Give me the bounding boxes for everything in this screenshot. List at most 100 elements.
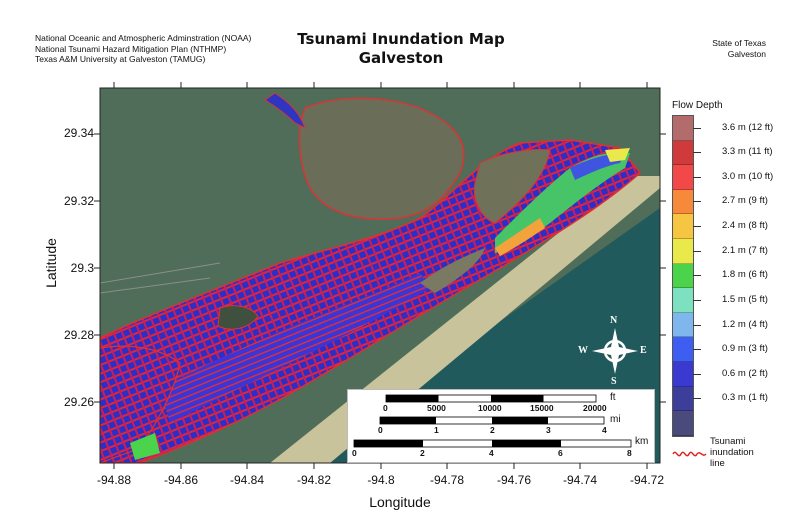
legend-swatch (673, 214, 693, 240)
legend-level-label: 0.9 m (3 ft) (722, 343, 768, 355)
x-tick-label: -94.84 (229, 473, 265, 487)
legend-swatch (673, 362, 693, 387)
scale-ft-label: 20000 (583, 403, 607, 413)
legend-swatch (673, 189, 693, 215)
scale-bar-km (353, 439, 632, 448)
flow-depth-colorbar (672, 115, 694, 437)
x-tick-label: -94.88 (96, 473, 132, 487)
x-axis-label: Longitude (369, 494, 431, 510)
legend-level-label: 2.1 m (7 ft) (722, 244, 768, 256)
legend-swatch (673, 239, 693, 264)
x-tick-label: -94.72 (629, 473, 665, 487)
scale-mi-label: 2 (490, 425, 495, 435)
scale-km-label: 8 (627, 448, 632, 458)
legend-level-label: 0.6 m (2 ft) (722, 367, 768, 379)
x-tick-label: -94.74 (562, 473, 598, 487)
location-city: Galveston (727, 48, 766, 59)
legend-level-label: 3.3 m (11 ft) (722, 146, 773, 158)
legend-tick (693, 250, 701, 252)
legend-swatch (673, 411, 693, 436)
scale-ft-label: 15000 (530, 403, 554, 413)
scale-bar-ft (385, 394, 597, 403)
legend-swatch (673, 140, 693, 166)
legend-level-label: 1.2 m (4 ft) (722, 318, 768, 330)
inundation-map[interactable] (100, 88, 660, 463)
scale-ft-label: 10000 (478, 403, 502, 413)
scale-ft-label: 5000 (427, 403, 446, 413)
east-end-flow-yellow (605, 148, 630, 162)
legend-tick (693, 398, 701, 400)
x-tick-label: -94.8 (367, 473, 395, 487)
legend-level-label: 1.5 m (5 ft) (722, 293, 768, 305)
legend-tick (693, 226, 701, 228)
legend-swatch (673, 337, 693, 363)
legend-level-label: 2.7 m (9 ft) (722, 195, 768, 207)
legend-tick (693, 324, 701, 326)
y-tick-label: 29.34 (63, 126, 94, 140)
legend-level-label: 3.6 m (12 ft) (722, 121, 774, 133)
scale-ft-unit: ft (610, 392, 616, 403)
legend-level-label: 2.4 m (8 ft) (722, 220, 768, 232)
credit-line-nthmp: National Tsunami Hazard Mitigation Plan … (35, 43, 227, 54)
x-tick-label: -94.82 (296, 473, 332, 487)
legend-tick (693, 299, 701, 301)
east-end-flow-orange (495, 218, 545, 256)
y-tick-label: 29.26 (63, 395, 94, 409)
scale-ft-label: 0 (383, 403, 388, 413)
legend-tick (693, 127, 701, 129)
inland-area (473, 149, 551, 224)
scale-mi-label: 1 (434, 425, 439, 435)
pelican-island (298, 97, 465, 220)
scale-bars (353, 394, 632, 448)
legend-tick (693, 152, 701, 154)
compass-east: E (640, 345, 647, 356)
legend-tick (693, 275, 701, 277)
agency-credits: National Oceanic and Atmospheric Adminst… (35, 33, 251, 65)
x-tick-label: -94.78 (429, 473, 465, 487)
map-title-line2: Galveston (358, 49, 444, 67)
legend-title: Flow Depth (672, 100, 723, 111)
map-title: Tsunami Inundation Map Galveston (286, 30, 516, 68)
tick-marks (94, 82, 666, 469)
credit-line-noaa: National Oceanic and Atmospheric Adminst… (35, 33, 252, 43)
location-state: State of Texas (712, 38, 766, 48)
legend-swatch (673, 116, 693, 141)
x-tick-label: -94.76 (496, 473, 532, 487)
y-tick-label: 29.32 (63, 194, 94, 208)
inundation-label-line3: line (710, 458, 725, 469)
legend-tick (693, 373, 701, 375)
west-flow-green (130, 433, 160, 460)
legend-swatch (673, 165, 693, 190)
scale-km-label: 6 (558, 448, 563, 458)
compass-south: S (611, 376, 617, 387)
compass-rose-icon (592, 328, 638, 374)
legend-swatch (673, 312, 693, 338)
causeway (100, 262, 221, 284)
legend-level-label: 1.8 m (6 ft) (722, 269, 768, 281)
credit-line-tamug: Texas A&M University at Galveston (TAMUG… (35, 54, 206, 64)
inundation-line-label: Tsunami inundation line (710, 436, 754, 469)
x-tick-label: -94.86 (163, 473, 199, 487)
legend-tick (693, 349, 701, 351)
city-grid (160, 273, 430, 423)
legend-level-label: 0.3 m (1 ft) (722, 392, 768, 404)
inundation-line-icon (672, 451, 707, 457)
legend-tick (693, 201, 701, 203)
city-blocks-light (420, 248, 485, 293)
inundation-label-line2: inundation (710, 447, 754, 458)
legend-tick (693, 176, 701, 178)
scale-mi-label: 4 (602, 425, 607, 435)
compass-north: N (610, 315, 618, 326)
legend-swatch (673, 386, 693, 412)
scale-mi-unit: mi (610, 414, 621, 425)
map-title-line1: Tsunami Inundation Map (297, 30, 505, 48)
scale-km-label: 2 (420, 448, 425, 458)
scale-bar-mi (379, 416, 605, 425)
y-axis-label: Latitude (43, 238, 59, 288)
scale-km-label: 4 (489, 448, 494, 458)
legend-swatch (673, 288, 693, 313)
scale-mi-label: 3 (546, 425, 551, 435)
scale-bar-panel: 0 5000 10000 15000 20000 ft 0 1 2 3 4 mi… (347, 389, 655, 463)
scale-mi-label: 0 (378, 425, 383, 435)
